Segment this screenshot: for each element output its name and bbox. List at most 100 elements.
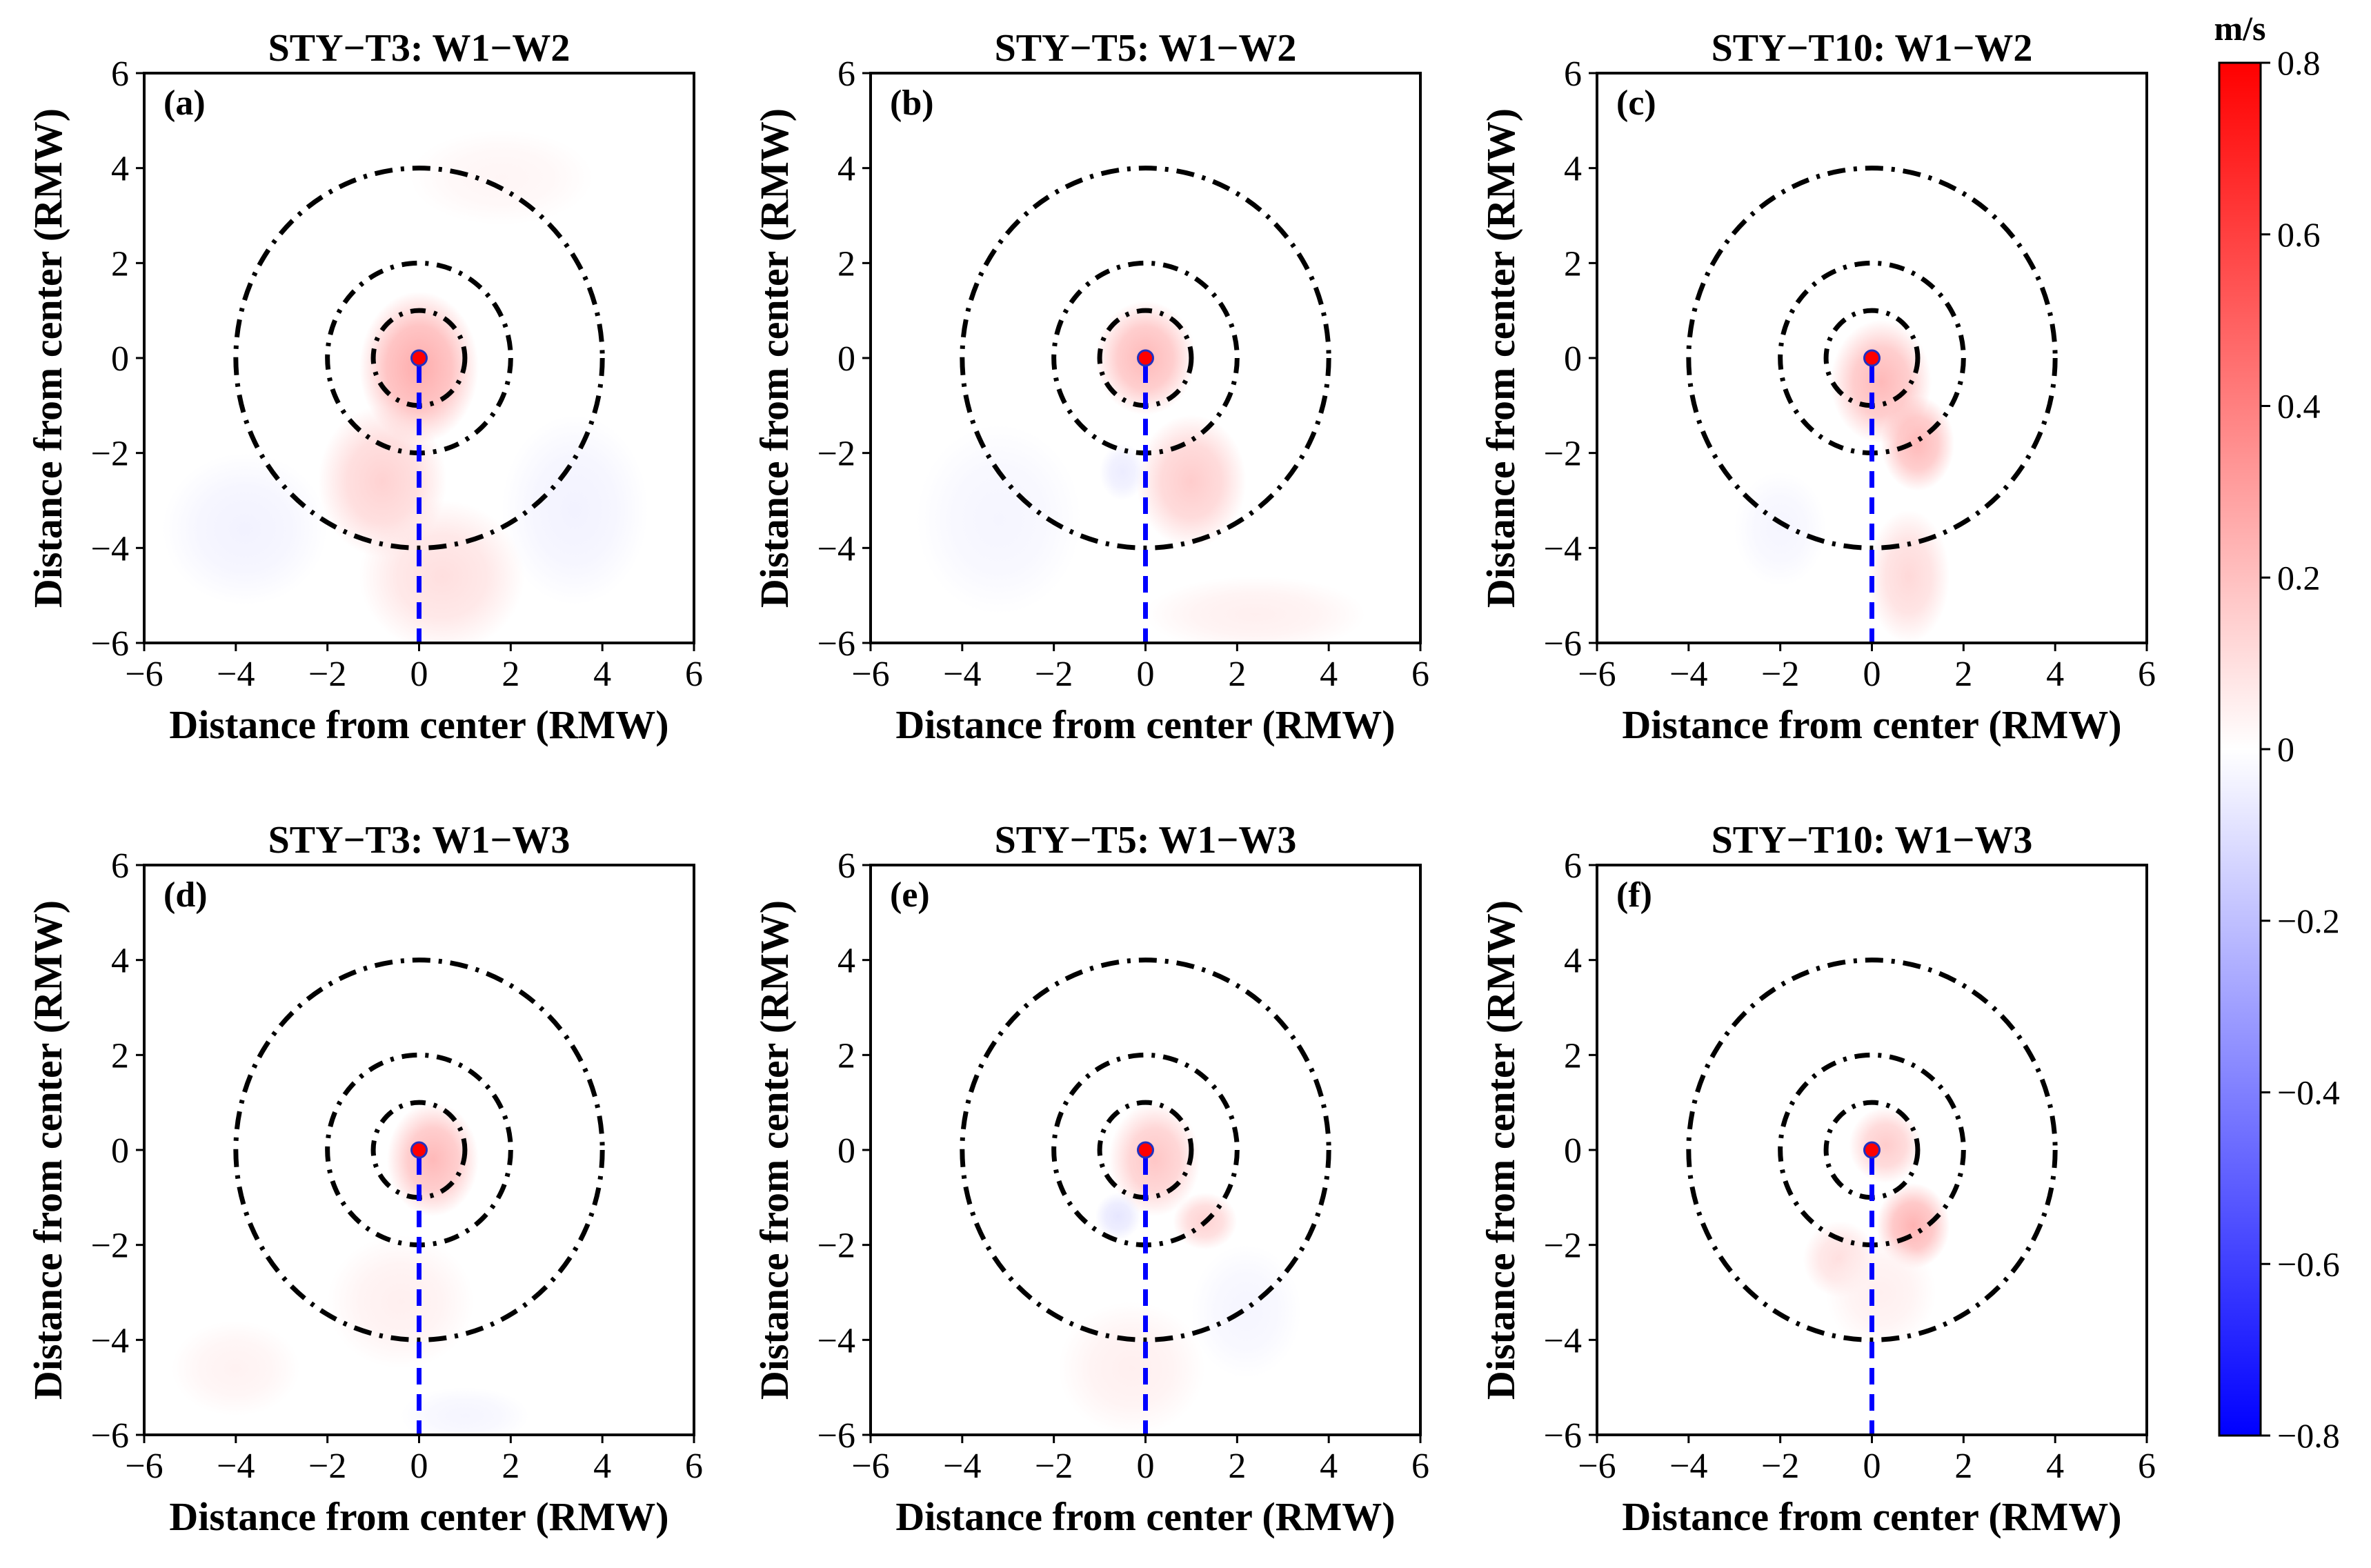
x-tick-label: 0 [410, 655, 428, 694]
y-tick-label: 4 [1564, 942, 1582, 981]
anomaly-patch [502, 415, 648, 605]
y-tick-label: 4 [111, 942, 129, 981]
y-tick-label: 0 [837, 1131, 855, 1171]
field [162, 130, 648, 643]
y-axis-label: Distance from center (RMW) [1478, 900, 1523, 1400]
anomaly-patch [1100, 443, 1146, 501]
y-tick-label: 2 [837, 1036, 855, 1075]
x-tick-label: 0 [1863, 1447, 1881, 1486]
anomaly-patch [171, 1320, 300, 1416]
colorbar-tick-label: −0.2 [2277, 902, 2340, 940]
x-axis-label: Distance from center (RMW) [895, 702, 1395, 747]
panel-title: STY−T5: W1−W2 [995, 27, 1297, 70]
colorbar-tick-label: 0.4 [2277, 387, 2321, 426]
y-tick-label: −2 [91, 1227, 129, 1266]
x-tick-label: −4 [217, 1447, 255, 1486]
storm-center-marker [1137, 349, 1154, 367]
panel-e: −6 −4 −2 0 2 4 6 −6 −4 −2 0 2 4 6 STY−T5: W1−W3 (e) Dist… [752, 819, 1429, 1539]
storm-center-marker [1863, 1141, 1881, 1159]
x-tick-label: −6 [125, 655, 163, 694]
x-tick-label: −6 [1578, 655, 1616, 694]
colorbar-title: m/s [2214, 9, 2266, 48]
x-tick-label: −4 [1669, 655, 1707, 694]
panel-title: STY−T10: W1−W2 [1712, 27, 2033, 70]
y-axis-label: Distance from center (RMW) [752, 108, 797, 608]
y-tick-label: 2 [1564, 244, 1582, 284]
y-tick-label: −4 [1544, 1321, 1582, 1360]
y-tick-label: −6 [817, 1416, 855, 1456]
x-tick-label: −4 [943, 1447, 981, 1486]
y-tick-label: −2 [817, 1227, 855, 1266]
x-tick-label: −4 [943, 655, 981, 694]
y-tick-label: 0 [111, 1131, 129, 1171]
x-tick-label: −2 [1761, 1447, 1799, 1486]
x-tick-label: −2 [1035, 655, 1073, 694]
x-tick-label: 2 [1954, 1447, 1972, 1486]
x-tick-label: 0 [1137, 1447, 1155, 1486]
x-tick-label: 0 [1137, 655, 1155, 694]
y-tick-label: −6 [91, 1416, 129, 1456]
y-tick-label: −6 [817, 624, 855, 664]
y-tick-label: 6 [837, 846, 855, 886]
x-tick-label: −4 [1669, 1447, 1707, 1486]
colorbar-tick-label: −0.4 [2277, 1073, 2340, 1112]
y-axis-label: Distance from center (RMW) [26, 108, 70, 608]
panel-label: (a) [163, 83, 206, 123]
field [1058, 1102, 1302, 1435]
x-tick-label: 2 [1954, 655, 1972, 694]
y-tick-label: −2 [817, 435, 855, 474]
colorbar-tick-label: −0.6 [2277, 1244, 2340, 1283]
colorbar-tick-label: 0.6 [2277, 215, 2321, 254]
colorbar-tick-label: 0.8 [2277, 43, 2321, 82]
panel-a: −6 −4 −2 0 2 4 6 −6 −4 −2 0 2 4 6 STY−T3: W1−W2 (a) Dist… [26, 27, 703, 747]
anomaly-patch [1095, 1192, 1141, 1240]
y-tick-label: −4 [91, 529, 129, 568]
y-axis-label: Distance from center (RMW) [26, 900, 70, 1400]
rmw-ring-4 [1686, 957, 2058, 1342]
panel-c: −6 −4 −2 0 2 4 6 −6 −4 −2 0 2 4 6 STY−T10: W1−W2 (c) Dis… [1478, 27, 2156, 747]
x-tick-label: −6 [851, 655, 889, 694]
panel-title: STY−T10: W1−W3 [1712, 819, 2033, 862]
y-tick-label: 6 [1564, 54, 1582, 94]
y-tick-label: 0 [111, 339, 129, 379]
y-tick-label: 4 [1564, 150, 1582, 189]
panel-label: (c) [1616, 83, 1656, 123]
y-tick-label: 6 [837, 54, 855, 94]
rmw-ring-4 [233, 957, 605, 1342]
x-axis-label: Distance from center (RMW) [169, 702, 668, 747]
anomaly-patch [1867, 510, 1950, 643]
colorbar-gradient [2218, 61, 2262, 1437]
x-axis-label: Distance from center (RMW) [1622, 702, 2121, 747]
y-tick-label: 6 [111, 54, 129, 94]
rmw-ring-4 [960, 957, 1331, 1342]
y-axis-label: Distance from center (RMW) [752, 900, 797, 1400]
anomaly-patch [1826, 1235, 1936, 1350]
x-tick-label: 4 [1320, 655, 1338, 694]
x-tick-label: 6 [685, 1447, 703, 1486]
storm-center-marker [410, 1141, 428, 1159]
anomaly-patch [1136, 415, 1247, 548]
y-tick-label: 0 [837, 339, 855, 379]
storm-center-marker [1137, 1141, 1154, 1159]
y-tick-label: 4 [111, 150, 129, 189]
x-tick-label: 2 [502, 655, 519, 694]
colorbar-tick-label: −0.8 [2277, 1416, 2340, 1455]
anomaly-patch [400, 1387, 529, 1435]
anomaly-patch [1881, 396, 1955, 491]
anomaly-patch [1145, 576, 1366, 643]
y-tick-label: −2 [1544, 435, 1582, 474]
field [1803, 1107, 1950, 1350]
anomaly-patch [1109, 1102, 1201, 1217]
panel-f: −6 −4 −2 0 2 4 6 −6 −4 −2 0 2 4 6 STY−T10: W1−W3 (f) Dis… [1478, 819, 2156, 1539]
colorbar: m/s 0.8 0.6 0.4 0.2 0 −0.2 −0.4 −0.6 −0.8 [2214, 9, 2340, 1455]
x-tick-label: 2 [1228, 1447, 1246, 1486]
y-tick-label: −6 [1544, 624, 1582, 664]
anomaly-patch [359, 500, 525, 643]
field [1734, 319, 1955, 643]
anomaly-patch [1058, 1302, 1205, 1435]
x-axis-label: Distance from center (RMW) [1622, 1494, 2121, 1539]
x-tick-label: 0 [1863, 655, 1881, 694]
panel-d: −6 −4 −2 0 2 4 6 −6 −4 −2 0 2 4 6 STY−T3: W1−W3 (d) Dist… [26, 819, 703, 1539]
x-tick-label: −4 [217, 655, 255, 694]
